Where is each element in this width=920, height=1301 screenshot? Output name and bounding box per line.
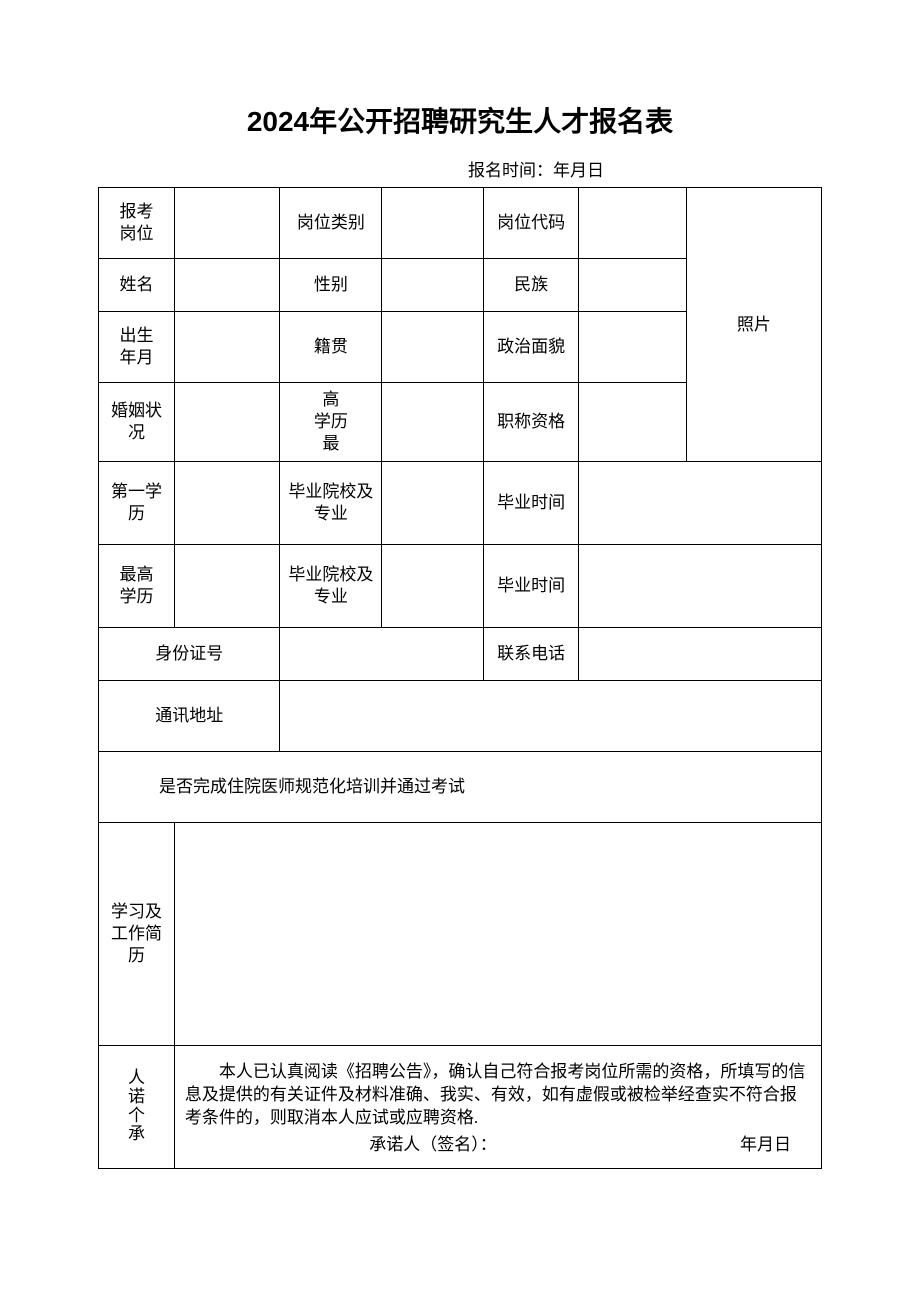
pledge-signature-line: 承诺人（签名）： 年月日 — [185, 1132, 811, 1156]
input-highest-edu[interactable] — [174, 545, 280, 628]
input-grad-school-1[interactable] — [382, 462, 484, 545]
input-first-edu[interactable] — [174, 462, 280, 545]
label-name: 姓名 — [99, 259, 175, 312]
label-pledge: 人诺个承 — [99, 1046, 175, 1169]
pledge-sig-label: 承诺人（签名）： — [185, 1134, 681, 1156]
pledge-date: 年月日 — [681, 1134, 791, 1156]
label-phone: 联系电话 — [484, 628, 579, 681]
label-native: 籍贯 — [280, 312, 382, 383]
input-id-no[interactable] — [280, 628, 484, 681]
input-birth[interactable] — [174, 312, 280, 383]
label-address: 通讯地址 — [99, 681, 280, 752]
input-address[interactable] — [280, 681, 822, 752]
label-grad-time-1: 毕业时间 — [484, 462, 579, 545]
label-grad-time-2: 毕业时间 — [484, 545, 579, 628]
subtitle-date: 报名时间：年月日 — [98, 156, 822, 181]
input-position[interactable] — [174, 188, 280, 259]
label-title-qual: 职称资格 — [484, 383, 579, 462]
input-gender[interactable] — [382, 259, 484, 312]
label-training-question: 是否完成住院医师规范化培训并通过考试 — [99, 752, 822, 823]
label-position: 报考岗位 — [99, 188, 175, 259]
input-resume[interactable] — [174, 823, 821, 1046]
input-ethnic[interactable] — [579, 259, 687, 312]
label-grad-school-2: 毕业院校及专业 — [280, 545, 382, 628]
label-highest-edu-short: 高学历最 — [280, 383, 382, 462]
application-form-table: 报考岗位 岗位类别 岗位代码 照片 姓名 性别 民族 出生年月 籍贯 政治面貌 — [98, 187, 822, 1169]
label-gender: 性别 — [280, 259, 382, 312]
label-birth: 出生年月 — [99, 312, 175, 383]
label-grad-school-1: 毕业院校及专业 — [280, 462, 382, 545]
label-ethnic: 民族 — [484, 259, 579, 312]
pledge-body-cell: 本人已认真阅读《招聘公告》，确认自己符合报考岗位所需的资格，所填写的信息及提供的… — [174, 1046, 821, 1169]
input-phone[interactable] — [579, 628, 822, 681]
input-grad-time-2[interactable] — [579, 545, 822, 628]
input-pos-code[interactable] — [579, 188, 687, 259]
input-pos-type[interactable] — [382, 188, 484, 259]
pledge-text: 本人已认真阅读《招聘公告》，确认自己符合报考岗位所需的资格，所填写的信息及提供的… — [185, 1061, 811, 1130]
label-id-no: 身份证号 — [99, 628, 280, 681]
label-resume: 学习及工作简历 — [99, 823, 175, 1046]
input-name[interactable] — [174, 259, 280, 312]
input-title-qual[interactable] — [579, 383, 687, 462]
input-grad-time-1[interactable] — [579, 462, 822, 545]
input-grad-school-2[interactable] — [382, 545, 484, 628]
input-marital[interactable] — [174, 383, 280, 462]
label-pos-code: 岗位代码 — [484, 188, 579, 259]
input-highest-edu-short[interactable] — [382, 383, 484, 462]
input-native[interactable] — [382, 312, 484, 383]
photo-cell[interactable]: 照片 — [686, 188, 821, 462]
pledge-body: 本人已认真阅读《招聘公告》，确认自己符合报考岗位所需的资格，所填写的信息及提供的… — [179, 1053, 817, 1162]
label-highest-edu: 最高学历 — [99, 545, 175, 628]
pledge-label-text: 人诺个承 — [128, 1069, 145, 1144]
label-first-edu: 第一学历 — [99, 462, 175, 545]
page-title: 2024年公开招聘研究生人才报名表 — [98, 100, 822, 140]
label-marital: 婚姻状况 — [99, 383, 175, 462]
input-political[interactable] — [579, 312, 687, 383]
label-political: 政治面貌 — [484, 312, 579, 383]
label-pos-type: 岗位类别 — [280, 188, 382, 259]
page-container: 2024年公开招聘研究生人才报名表 报名时间：年月日 报考岗位 岗位类别 岗位代… — [0, 0, 920, 1169]
